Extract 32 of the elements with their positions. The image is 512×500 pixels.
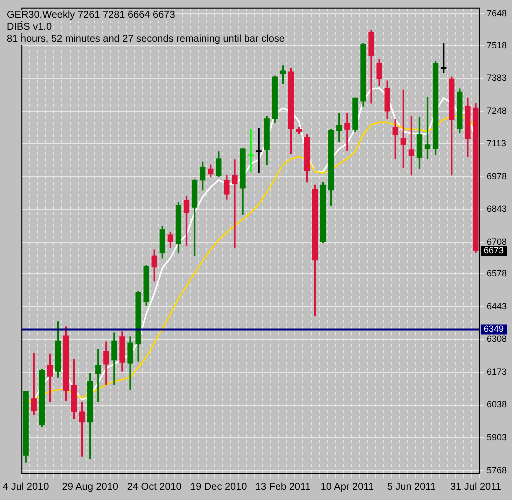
- y-tick-label: 6708: [486, 237, 508, 248]
- y-tick-label: 7113: [486, 138, 506, 149]
- y-tick-label: 6843: [486, 204, 508, 214]
- y-tick-label: 6173: [486, 366, 508, 377]
- text: DIBS v1.0: [7, 22, 52, 33]
- y-tick-label: 5768: [486, 465, 508, 476]
- y-tick-label: 7518: [486, 40, 508, 50]
- annotation: 81 hours, 52 minutes and 27 seconds remaining until bar close: [7, 34, 285, 45]
- candlestick: [256, 128, 262, 174]
- ref-line-label: 6349: [484, 324, 504, 334]
- candlestick: [248, 129, 254, 172]
- x-tick-label: 19 Dec 2010: [190, 482, 248, 493]
- y-tick-label: 6038: [486, 400, 508, 410]
- y-tick-label: 5903: [486, 432, 508, 443]
- annotation: 6673: [484, 246, 504, 256]
- y-tick-label: 7383: [486, 73, 508, 84]
- candlestick: [344, 113, 350, 152]
- chart-title: GER30,Weekly 7261 7281 6664 6673: [7, 10, 176, 21]
- y-tick-label: 6978: [486, 171, 508, 182]
- x-tick-label: 4 Jul 2010: [3, 482, 50, 493]
- x-tick-label: 24 Oct 2010: [127, 482, 182, 493]
- x-tick-label: 29 Aug 2010: [62, 482, 119, 493]
- x-tick-label: 10 Apr 2011: [320, 482, 374, 493]
- y-tick-label: 7648: [486, 8, 508, 19]
- y-tick-label: 7248: [486, 106, 508, 116]
- y-tick-label: 6443: [486, 301, 508, 312]
- x-tick-label: 31 Jul 2011: [450, 482, 502, 493]
- candlestick: [232, 160, 238, 248]
- y-tick-label: 6308: [486, 334, 508, 344]
- x-tick-label: 5 Jun 2011: [387, 482, 437, 493]
- y-tick-label: 6578: [486, 268, 508, 279]
- x-tick-label: 13 Feb 2011: [255, 482, 312, 493]
